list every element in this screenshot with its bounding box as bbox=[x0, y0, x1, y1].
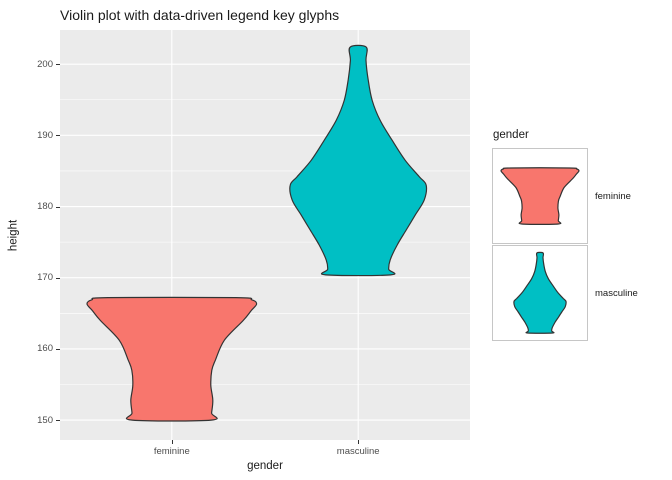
y-tick-label: 150 bbox=[37, 414, 53, 426]
legend-label-feminine: feminine bbox=[595, 190, 631, 202]
x-tick-label: feminine bbox=[153, 446, 190, 457]
y-axis-title: height bbox=[7, 219, 20, 252]
legend-key-feminine bbox=[492, 148, 588, 244]
legend-key-masculine bbox=[492, 245, 588, 341]
y-tick-mark bbox=[56, 135, 60, 137]
y-tick-label: 200 bbox=[37, 58, 53, 70]
x-tick-mark bbox=[171, 440, 173, 444]
violin-masculine bbox=[289, 44, 428, 277]
y-tick-label: 170 bbox=[37, 272, 53, 284]
x-axis-title: gender bbox=[247, 460, 283, 472]
legend-title: gender bbox=[493, 129, 529, 141]
legend-glyph-feminine bbox=[500, 167, 580, 225]
legend-glyph-feminine-icon bbox=[500, 167, 580, 225]
legend-glyph-masculine bbox=[513, 251, 567, 334]
y-tick-label: 180 bbox=[37, 201, 53, 213]
y-tick-mark bbox=[56, 206, 60, 208]
y-tick-mark bbox=[56, 64, 60, 66]
legend-label-masculine: masculine bbox=[595, 287, 638, 299]
y-tick-mark bbox=[56, 420, 60, 422]
legend-glyph-masculine-icon bbox=[513, 251, 567, 334]
y-tick-label: 190 bbox=[37, 129, 53, 141]
x-tick-mark bbox=[358, 440, 360, 444]
x-tick-label: masculine bbox=[336, 446, 380, 457]
y-tick-mark bbox=[56, 277, 60, 279]
y-tick-label: 160 bbox=[37, 343, 53, 355]
plot-title: Violin plot with data-driven legend key … bbox=[60, 7, 340, 23]
violin-chart bbox=[60, 30, 470, 440]
y-tick-mark bbox=[56, 348, 60, 350]
plot-panel bbox=[60, 30, 470, 440]
violin-feminine bbox=[86, 296, 258, 422]
